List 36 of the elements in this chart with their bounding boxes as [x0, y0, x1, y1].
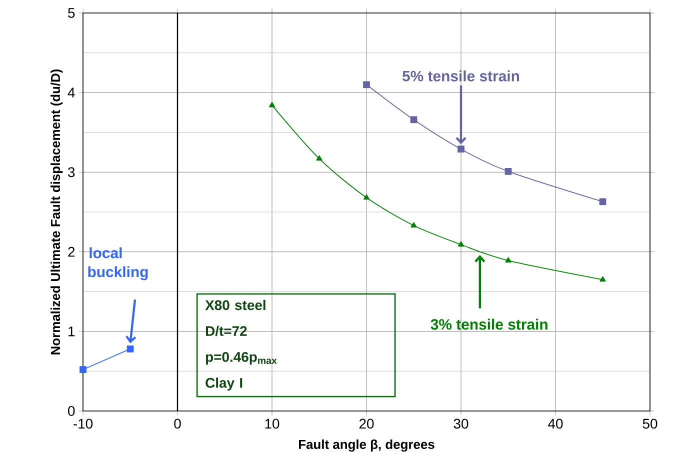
- point: [458, 241, 464, 247]
- annotation: D/t=72: [206, 326, 247, 336]
- annotation: X80 steel: [205, 300, 266, 310]
- point: [80, 366, 86, 374]
- annotation: Clay I: [206, 378, 242, 391]
- y-tick-label: 1: [68, 326, 75, 336]
- annotation: 3% tensile strain: [430, 318, 548, 330]
- x-tick-label: 30: [454, 418, 468, 429]
- x-tick-label: 40: [548, 418, 563, 429]
- y-tick-label: 3: [68, 167, 75, 178]
- y-tick-label: 0: [68, 406, 75, 416]
- point: [458, 146, 464, 153]
- y-axis-title: Normalized Ultimate Fault displacement (du/D): [50, 69, 63, 354]
- point: [505, 257, 512, 262]
- point: [410, 222, 417, 228]
- point: [316, 155, 322, 161]
- x-tick-label: 50: [642, 418, 658, 429]
- annotation: p=0.46p$_{max}$: [206, 352, 277, 365]
- annotation: local buckling: [88, 247, 148, 280]
- y-tick-label: 4: [68, 88, 75, 98]
- y-tick-label: 2: [68, 246, 75, 257]
- point: [600, 276, 606, 282]
- point: [363, 81, 370, 88]
- point: [126, 345, 134, 352]
- x-axis-title: Fault angle β, degrees: [298, 439, 434, 452]
- x-tick-label: -10: [74, 418, 93, 429]
- point: [504, 168, 512, 175]
- point: [363, 194, 370, 200]
- x-tick-label: 0: [174, 418, 181, 429]
- point: [410, 116, 418, 124]
- point: [268, 102, 276, 108]
- y-tick-label: 5: [68, 8, 75, 18]
- annotation: 5% tensile strain: [402, 70, 520, 82]
- x-tick-label: 10: [265, 418, 280, 429]
- point: [599, 198, 606, 206]
- x-tick-label: 20: [359, 418, 374, 429]
